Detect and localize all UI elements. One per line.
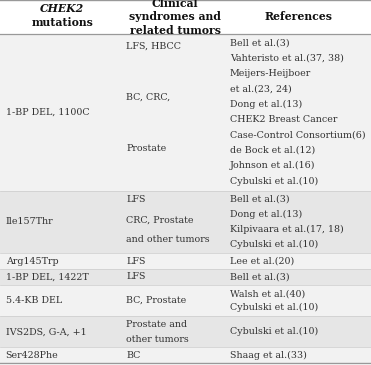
- Text: Kilpivaara et al.(17, 18): Kilpivaara et al.(17, 18): [230, 225, 344, 234]
- Bar: [0, 316, 371, 347]
- Text: Prostate and: Prostate and: [126, 320, 187, 330]
- Text: et al.(23, 24): et al.(23, 24): [230, 84, 292, 93]
- Text: 1-BP DEL, 1100C: 1-BP DEL, 1100C: [6, 108, 89, 116]
- Text: CHEK2 Breast Cancer: CHEK2 Breast Cancer: [230, 115, 337, 124]
- Text: Shaag et al.(33): Shaag et al.(33): [230, 351, 307, 360]
- Text: Bell et al.(3): Bell et al.(3): [230, 38, 290, 47]
- Text: Bell et al.(3): Bell et al.(3): [230, 195, 290, 204]
- Text: Clinical
syndromes and
related tumors: Clinical syndromes and related tumors: [129, 0, 221, 36]
- Bar: [0, 0, 371, 34]
- Text: Case-Control Consortium(6): Case-Control Consortium(6): [230, 130, 366, 139]
- Text: Ile157Thr: Ile157Thr: [6, 218, 53, 226]
- Text: Dong et al.(13): Dong et al.(13): [230, 210, 302, 219]
- Text: Lee et al.(20): Lee et al.(20): [230, 257, 294, 266]
- Text: Cybulski et al.(10): Cybulski et al.(10): [230, 240, 318, 249]
- Text: References: References: [265, 11, 333, 22]
- Text: de Bock et al.(12): de Bock et al.(12): [230, 146, 315, 155]
- Text: Meijers-Heijboer: Meijers-Heijboer: [230, 69, 311, 78]
- Bar: [0, 269, 371, 285]
- Text: Walsh et al.(40): Walsh et al.(40): [230, 289, 305, 298]
- Text: CRC, Prostate: CRC, Prostate: [126, 215, 194, 224]
- Bar: [0, 34, 371, 191]
- Bar: [0, 253, 371, 269]
- Text: CHEK2: CHEK2: [40, 3, 84, 14]
- Text: Dong et al.(13): Dong et al.(13): [230, 100, 302, 109]
- Text: other tumors: other tumors: [126, 335, 189, 344]
- Text: 1-BP DEL, 1422T: 1-BP DEL, 1422T: [6, 272, 88, 281]
- Text: Ser428Phe: Ser428Phe: [6, 351, 58, 360]
- Text: BC, Prostate: BC, Prostate: [126, 296, 186, 305]
- Text: BC: BC: [126, 351, 141, 360]
- Text: Bell et al.(3): Bell et al.(3): [230, 272, 290, 281]
- Text: 5.4-KB DEL: 5.4-KB DEL: [6, 296, 62, 305]
- Text: BC, CRC,: BC, CRC,: [126, 93, 170, 102]
- Text: mutations: mutations: [31, 17, 93, 28]
- Text: Cybulski et al.(10): Cybulski et al.(10): [230, 177, 318, 186]
- Bar: [0, 347, 371, 363]
- Text: Cybulski et al.(10): Cybulski et al.(10): [230, 327, 318, 336]
- Text: IVS2DS, G-A, +1: IVS2DS, G-A, +1: [6, 327, 86, 336]
- Text: LFS: LFS: [126, 257, 146, 266]
- Text: Cybulski et al.(10): Cybulski et al.(10): [230, 303, 318, 312]
- Text: LFS: LFS: [126, 272, 146, 281]
- Bar: [0, 191, 371, 253]
- Text: LFS: LFS: [126, 195, 146, 204]
- Text: Arg145Trp: Arg145Trp: [6, 257, 58, 266]
- Text: LFS, HBCC: LFS, HBCC: [126, 42, 181, 51]
- Text: Johnson et al.(16): Johnson et al.(16): [230, 161, 315, 170]
- Bar: [0, 285, 371, 316]
- Text: Prostate: Prostate: [126, 144, 166, 153]
- Text: and other tumors: and other tumors: [126, 235, 210, 244]
- Text: Vahteristo et al.(37, 38): Vahteristo et al.(37, 38): [230, 53, 344, 62]
